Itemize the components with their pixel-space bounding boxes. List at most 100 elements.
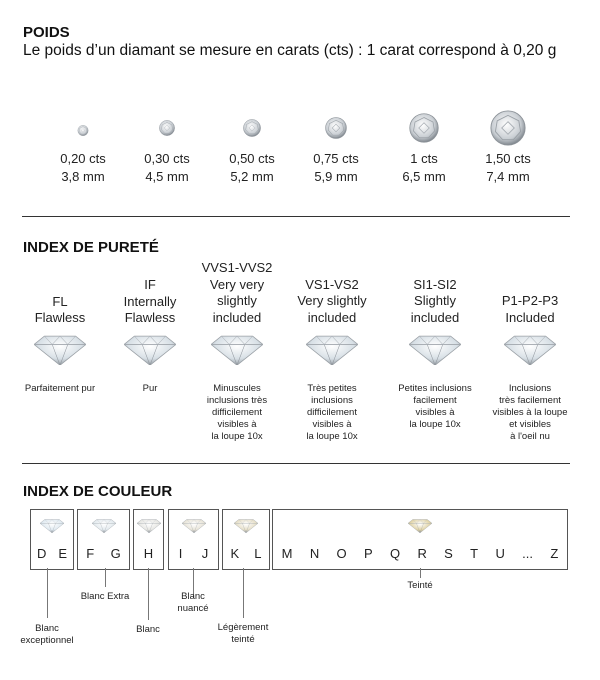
clarity-description: Très petites inclusions difficilement visib… <box>306 383 357 443</box>
color-label-line: exceptionnel <box>20 635 74 646</box>
size-value: 5,2 mm <box>230 169 274 184</box>
color-diamond <box>91 518 116 538</box>
description-line: Inclusions <box>508 383 552 394</box>
clarity-diamond <box>305 333 359 370</box>
clarity-label-line: P1-P2-P3 <box>501 293 559 308</box>
round-diamond-icon <box>490 110 526 146</box>
weight-subtitle: Le poids d’un diamant se mesure en carat… <box>23 42 557 59</box>
color-label-line: Blanc <box>35 623 59 634</box>
diamond-icon <box>407 519 433 534</box>
color-letter: J <box>201 546 209 561</box>
description-line: visibles à <box>217 419 257 430</box>
color-letter: R <box>417 546 427 561</box>
color-letter: T <box>470 546 479 561</box>
clarity-label-line: Very very <box>209 276 265 292</box>
description-line: inclusions <box>311 395 353 406</box>
description-line: difficilement <box>306 407 357 418</box>
leader-line <box>105 568 106 587</box>
weight-diamond <box>409 113 439 148</box>
weight-diamond <box>490 110 526 151</box>
weight-item: 0,30 cts 4,5 mm <box>144 150 190 186</box>
color-letter: P <box>364 546 373 561</box>
diamond-icon <box>503 335 557 366</box>
divider <box>22 216 570 217</box>
leader-line <box>148 568 149 620</box>
clarity-label-line: Internally <box>123 293 177 309</box>
round-diamond-icon <box>159 120 175 136</box>
diamond-icon <box>305 335 359 366</box>
diamond-icon <box>233 519 259 534</box>
color-letter: H <box>143 546 154 561</box>
description-line: Parfaitement pur <box>24 383 96 394</box>
clarity-grade: VS1-VS2 Very slightly included <box>297 260 366 326</box>
divider <box>22 463 570 464</box>
clarity-label-line: IF <box>144 277 156 292</box>
clarity-grade: SI1-SI2 Slightly included <box>411 260 459 326</box>
clarity-grade: IF Internally Flawless <box>124 277 177 343</box>
carat-value: 0,20 cts <box>60 151 106 166</box>
leader-line <box>193 568 194 598</box>
color-label-line: Blanc Extra <box>80 591 130 602</box>
color-letter: ... <box>522 546 534 561</box>
color-diamond <box>136 518 161 538</box>
weight-diamond <box>243 119 261 142</box>
color-letters: M N O P Q R S T U... Z <box>273 546 567 561</box>
weight-title: POIDS <box>23 24 70 41</box>
color-label: Teinté <box>407 580 432 592</box>
diamond-icon <box>91 519 116 534</box>
color-title: INDEX DE COULEUR <box>23 483 173 500</box>
color-diamond <box>233 518 259 538</box>
description-line: Petites inclusions <box>398 383 472 394</box>
weight-item: 1 cts 6,5 mm <box>402 150 445 186</box>
color-label: Blanc <box>136 624 160 636</box>
description-line: à l'oeil nu <box>510 431 550 442</box>
leader-line <box>243 568 244 618</box>
clarity-description: Parfaitement pur <box>25 383 95 395</box>
weight-item: 0,75 cts 5,9 mm <box>313 150 359 186</box>
clarity-label-line: Flawless <box>34 310 86 325</box>
description-line: très facilement <box>499 395 561 406</box>
clarity-label-line: slightly <box>217 293 257 308</box>
clarity-description: Petites inclusions facilement visibles à la… <box>398 383 471 431</box>
color-diamond <box>39 518 65 538</box>
carat-value: 0,30 cts <box>144 151 190 166</box>
color-letter: U <box>495 546 505 561</box>
color-label-line: Blanc <box>136 624 160 635</box>
clarity-label-line <box>411 260 459 277</box>
description-line: Minuscules <box>213 383 261 394</box>
clarity-diamond <box>123 333 177 370</box>
description-line: visibles à la loupe <box>492 407 568 418</box>
color-diamond <box>181 518 206 538</box>
weight-item: 0,50 cts 5,2 mm <box>229 150 275 186</box>
weight-diamond <box>77 123 89 141</box>
clarity-diamond <box>33 333 87 370</box>
description-line: difficilement <box>211 407 262 418</box>
carat-value: 1 cts <box>410 151 438 166</box>
carat-value: 0,75 cts <box>313 151 359 166</box>
color-letter: S <box>444 546 453 561</box>
clarity-diamond <box>408 333 462 370</box>
clarity-label-line: included <box>307 309 357 325</box>
description-line: visibles à <box>312 419 352 430</box>
color-letter: M <box>281 546 293 561</box>
size-value: 6,5 mm <box>402 169 446 184</box>
clarity-label-line: SI1-SI2 <box>413 276 457 292</box>
color-label-line: teinté <box>231 634 255 645</box>
color-letter: Z <box>550 546 559 561</box>
color-label-line: Blanc <box>181 591 205 602</box>
color-letter: K <box>230 546 240 561</box>
clarity-label-line: Included <box>505 309 555 325</box>
description-line: la loupe 10x <box>306 431 358 442</box>
description-line: Très petites <box>307 383 357 394</box>
clarity-diamond <box>503 333 557 370</box>
carat-value: 1,50 cts <box>485 151 531 166</box>
diamond-icon <box>33 335 87 366</box>
diamond-icon <box>136 519 161 534</box>
weight-item: 0,20 cts 3,8 mm <box>60 150 106 186</box>
